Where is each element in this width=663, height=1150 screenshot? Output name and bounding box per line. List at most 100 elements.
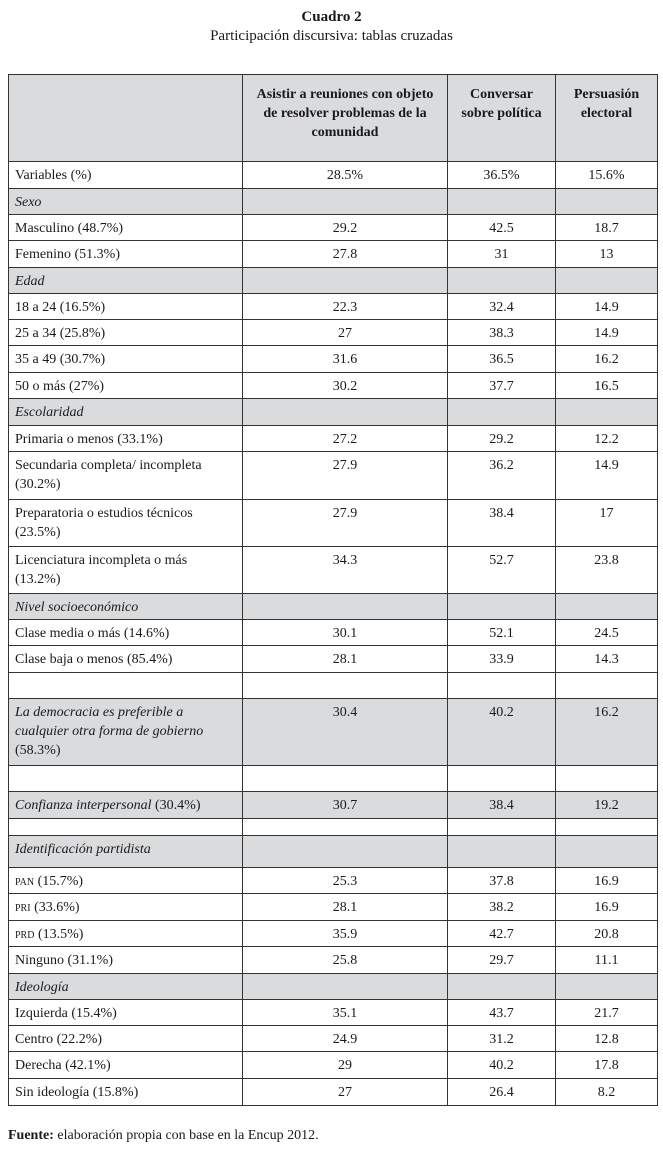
cell-value: 35.9 <box>242 920 448 947</box>
row-label: Centro (22.2%) <box>8 1025 243 1052</box>
cell-value: 14.9 <box>555 319 658 346</box>
table-row: Licenciatura incompleta o más (13.2%) 34… <box>8 546 658 594</box>
section-title: Sexo <box>8 188 243 215</box>
row-label: pri (33.6%) <box>8 893 243 921</box>
table-row: 25 a 34 (25.8%) 27 38.3 14.9 <box>8 319 658 346</box>
cell-value: 30.1 <box>242 619 448 646</box>
cell-value: 16.2 <box>555 345 658 373</box>
row-label: Preparatoria o estudios técnicos (23.5%) <box>8 499 243 547</box>
party-pct: (33.6%) <box>34 900 80 915</box>
cell-value: 31.6 <box>242 345 448 373</box>
cell-value: 35.1 <box>242 999 448 1026</box>
table-row: Clase baja o menos (85.4%) 28.1 33.9 14.… <box>8 645 658 673</box>
cell-value: 21.7 <box>555 999 658 1026</box>
confianza-pct: (30.4%) <box>155 798 201 813</box>
section-row: Identificación partidista <box>8 835 658 868</box>
section-row: Escolaridad <box>8 398 658 426</box>
cell-value: 28.5% <box>242 161 448 189</box>
cell-value: 26.4 <box>447 1078 556 1106</box>
cell-value: 27.9 <box>242 499 448 547</box>
section-row: Nivel socioeconómico <box>8 593 658 620</box>
source-note: Fuente: elaboración propia con base en l… <box>8 1128 319 1144</box>
table-row: La democracia es preferible a cualquier … <box>8 698 658 766</box>
table-caption: Cuadro 2 Participación discursiva: tabla… <box>0 8 663 46</box>
cell-value: 33.9 <box>447 645 556 673</box>
cell-value: 38.4 <box>447 499 556 547</box>
spacer-row <box>8 765 658 792</box>
table-row: Preparatoria o estudios técnicos (23.5%)… <box>8 499 658 547</box>
cell-value: 24.9 <box>242 1025 448 1052</box>
source-text: elaboración propia con base en la Encup … <box>53 1128 319 1143</box>
party-name: pri <box>15 900 31 915</box>
section-title: Escolaridad <box>8 398 243 426</box>
table-row: Primaria o menos (33.1%) 27.2 29.2 12.2 <box>8 425 658 452</box>
row-label: 35 a 49 (30.7%) <box>8 345 243 373</box>
header-row: Asistir a reuniones con objeto de resolv… <box>8 74 658 162</box>
section-row: Sexo <box>8 188 658 215</box>
cell-value: 36.5% <box>447 161 556 189</box>
row-label: Secundaria completa/ incompleta (30.2%) <box>8 451 243 500</box>
table-row: pan (15.7%) 25.3 37.8 16.9 <box>8 867 658 894</box>
cell-value: 31.2 <box>447 1025 556 1052</box>
cell-value: 25.3 <box>242 867 448 894</box>
section-title: Nivel socioeconómico <box>8 593 243 620</box>
table-row: prd (13.5%) 35.9 42.7 20.8 <box>8 920 658 947</box>
cell-value: 16.9 <box>555 893 658 921</box>
row-label: pan (15.7%) <box>8 867 243 894</box>
table-row: 50 o más (27%) 30.2 37.7 16.5 <box>8 372 658 399</box>
cell-value: 8.2 <box>555 1078 658 1106</box>
cell-value: 30.7 <box>242 791 448 819</box>
party-name: pan <box>15 874 35 889</box>
cell-value: 32.4 <box>447 293 556 320</box>
cell-value: 29.2 <box>242 214 448 241</box>
source-label: Fuente: <box>8 1128 54 1143</box>
cell-value: 42.7 <box>447 920 556 947</box>
table-row: pri (33.6%) 28.1 38.2 16.9 <box>8 893 658 921</box>
row-label: 50 o más (27%) <box>8 372 243 399</box>
header-conversar: Conversar sobre política <box>447 74 556 162</box>
table-row: Ninguno (31.1%) 25.8 29.7 11.1 <box>8 946 658 974</box>
cell-value: 16.9 <box>555 867 658 894</box>
cell-value: 52.1 <box>447 619 556 646</box>
row-label: Licenciatura incompleta o más (13.2%) <box>8 546 243 594</box>
cell-value: 31 <box>447 240 556 268</box>
cell-value: 37.8 <box>447 867 556 894</box>
cell-value: 30.4 <box>242 698 448 766</box>
section-title: Edad <box>8 267 243 294</box>
table-row: Sin ideología (15.8%) 27 26.4 8.2 <box>8 1078 658 1106</box>
header-empty <box>8 74 243 162</box>
cell-value: 40.2 <box>447 1051 556 1079</box>
cell-value: 29.7 <box>447 946 556 974</box>
row-label: Ninguno (31.1%) <box>8 946 243 974</box>
table-row: Secundaria completa/ incompleta (30.2%) … <box>8 451 658 500</box>
cell-value: 28.1 <box>242 645 448 673</box>
cell-value: 16.5 <box>555 372 658 399</box>
table-row: Centro (22.2%) 24.9 31.2 12.8 <box>8 1025 658 1052</box>
cell-value: 27 <box>242 319 448 346</box>
table-row: Derecha (42.1%) 29 40.2 17.8 <box>8 1051 658 1079</box>
cell-value: 22.3 <box>242 293 448 320</box>
row-label: Izquierda (15.4%) <box>8 999 243 1026</box>
header-asistir: Asistir a reuniones con objeto de resolv… <box>242 74 448 162</box>
row-label: Variables (%) <box>8 161 243 189</box>
cell-value: 38.4 <box>447 791 556 819</box>
table-row: 18 a 24 (16.5%) 22.3 32.4 14.9 <box>8 293 658 320</box>
row-label: Masculino (48.7%) <box>8 214 243 241</box>
cell-value: 30.2 <box>242 372 448 399</box>
cell-value: 36.2 <box>447 451 556 500</box>
row-label: Sin ideología (15.8%) <box>8 1078 243 1106</box>
cell-value: 43.7 <box>447 999 556 1026</box>
section-title: Identificación partidista <box>8 835 243 868</box>
spacer-row <box>8 818 658 836</box>
cell-value: 13 <box>555 240 658 268</box>
table-row: 35 a 49 (30.7%) 31.6 36.5 16.2 <box>8 345 658 373</box>
row-label: Derecha (42.1%) <box>8 1051 243 1079</box>
cell-value: 37.7 <box>447 372 556 399</box>
cell-value: 52.7 <box>447 546 556 594</box>
spacer-row <box>8 672 658 699</box>
table-row: Izquierda (15.4%) 35.1 43.7 21.7 <box>8 999 658 1026</box>
row-label: Clase media o más (14.6%) <box>8 619 243 646</box>
democracia-label: La democracia es preferible a cualquier … <box>15 705 204 739</box>
cell-value: 18.7 <box>555 214 658 241</box>
row-label: prd (13.5%) <box>8 920 243 947</box>
